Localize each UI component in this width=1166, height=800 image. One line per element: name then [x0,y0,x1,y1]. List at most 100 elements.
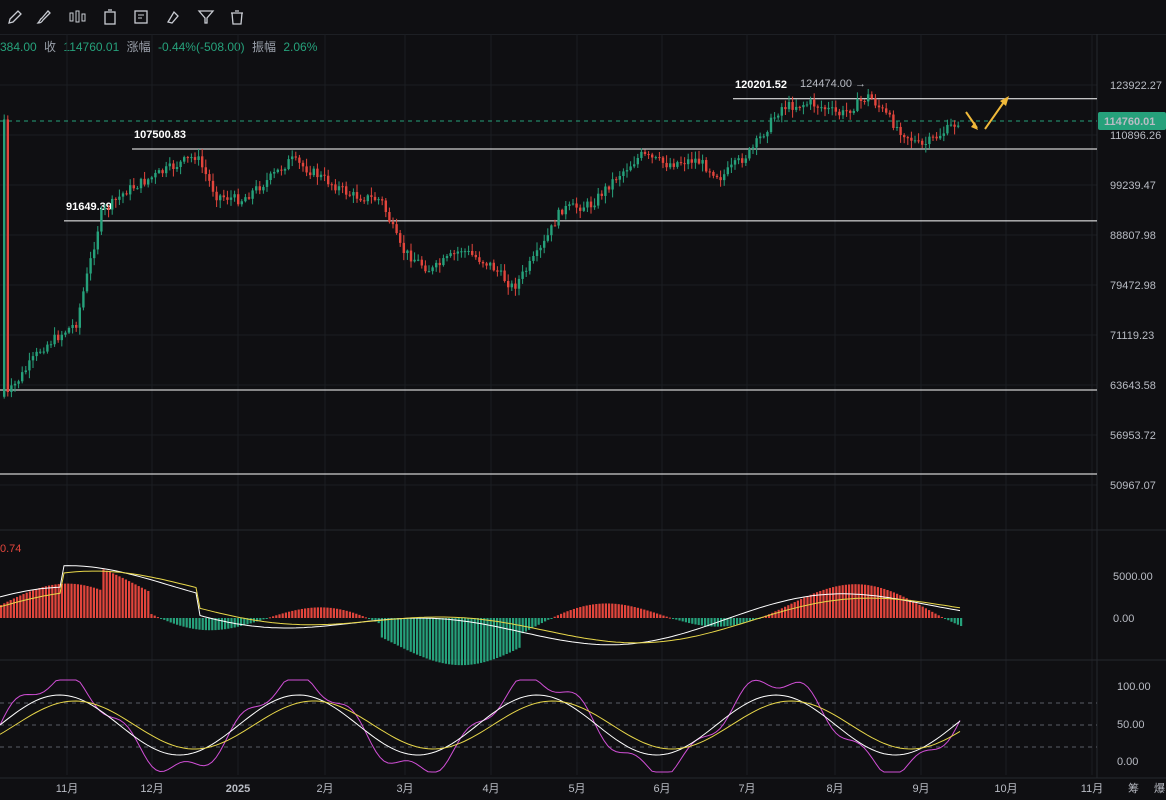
candle-body [78,307,81,328]
price-tick-label: 71119.23 [1110,330,1154,342]
candle-body [557,209,560,226]
candle-body [13,383,17,386]
candle-body [755,138,758,148]
note-icon[interactable] [132,8,150,26]
candle-body [647,154,650,156]
time-tick-label: 10月 [994,783,1017,795]
candle-body [211,180,215,192]
candle-body [114,198,117,200]
projection-up-arrow [984,98,1007,130]
macd-histogram-bar [732,618,735,626]
macd-histogram-bar [534,618,537,627]
macd-histogram-bar [489,618,492,661]
magnet-icon[interactable] [164,8,182,26]
macd-histogram-bar [220,618,223,630]
candle-body [730,164,733,168]
candle-body [737,158,740,161]
candle-body [384,200,387,213]
macd-histogram-bar [777,609,780,618]
candle-body [874,98,877,106]
brush-icon[interactable] [35,8,53,26]
macd-histogram-bar [595,604,598,618]
candle-body [305,166,308,173]
candle-body [697,158,701,164]
candle-body [701,160,704,164]
candle-body [921,140,924,145]
macd-histogram-bar [816,592,819,618]
level-label: 120201.52 [735,79,787,91]
macd-histogram-bar [838,585,841,618]
macd-histogram-bar [492,618,495,660]
macd-histogram-bar [822,589,825,618]
candle-body [571,203,575,205]
candle-body [10,385,13,393]
trash-icon[interactable] [228,8,246,26]
current-price-tag [1098,112,1166,130]
macd-histogram-bar [464,618,467,666]
macd-histogram-bar [550,618,553,619]
candle-body [813,99,816,107]
candle-body [107,207,110,210]
price-tick-label: 88807.98 [1110,230,1156,242]
macd-histogram-bar [297,609,300,618]
macd-histogram-bar [224,618,227,630]
macd-histogram-bar [35,589,38,618]
macd-histogram-bar [793,602,796,618]
candle-body [118,196,121,200]
current-price-label: 114760.01 [1104,116,1155,128]
macd-histogram-bar [256,618,259,622]
macd-histogram-bar [652,612,655,618]
macd-histogram-bar [233,618,236,628]
macd-histogram-bar [336,608,339,618]
macd-histogram-bar [694,618,697,625]
candle-body [413,259,416,262]
macd-histogram-bar [166,618,169,622]
macd-histogram-bar [796,600,799,618]
macd-histogram-bar [940,616,943,618]
candle-body [744,158,747,163]
projection-down-arrowhead [971,122,978,130]
macd-histogram-bar [857,584,860,618]
macd-histogram-bar [444,618,447,664]
candle-body [409,250,413,262]
candle-body [129,185,132,195]
candle-body [298,157,301,163]
kdj-j-line [0,679,961,773]
candle-body [863,101,866,103]
macd-histogram-bar [278,614,281,618]
candle-body [431,267,434,272]
macd-histogram-bar [566,611,569,618]
candle-body [219,195,222,201]
candle-body [17,381,20,384]
macd-histogram-bar [358,614,361,618]
macd-histogram-bar [915,603,918,618]
candle-body [35,351,38,357]
pencil-icon[interactable] [6,8,24,26]
macd-histogram-bar [160,618,163,619]
macd-histogram-bar [643,609,646,618]
macd-histogram-bar [76,584,79,618]
candle-body [136,188,139,190]
macd-histogram-bar [889,591,892,618]
macd-histogram-bar [707,618,710,627]
candle-body [262,186,265,191]
candle-body [229,197,233,200]
macd-histogram-bar [624,605,627,618]
candle-body [438,262,441,266]
time-axis-extra: 爆 [1154,781,1165,795]
time-axis-extra: 筹 [1128,781,1139,795]
candles-icon[interactable] [68,8,86,26]
filter-icon[interactable] [197,8,215,26]
candle-body [510,283,513,288]
macd-histogram-bar [883,588,886,618]
candle-body [46,344,49,352]
macd-histogram-bar [467,618,470,665]
candle-body [957,125,960,127]
macd-histogram-bar [608,603,611,618]
timer-icon[interactable] [101,8,119,26]
candle-body [849,110,852,113]
macd-histogram-bar [736,618,739,625]
candle-body [111,198,114,210]
candle-body [373,196,377,201]
